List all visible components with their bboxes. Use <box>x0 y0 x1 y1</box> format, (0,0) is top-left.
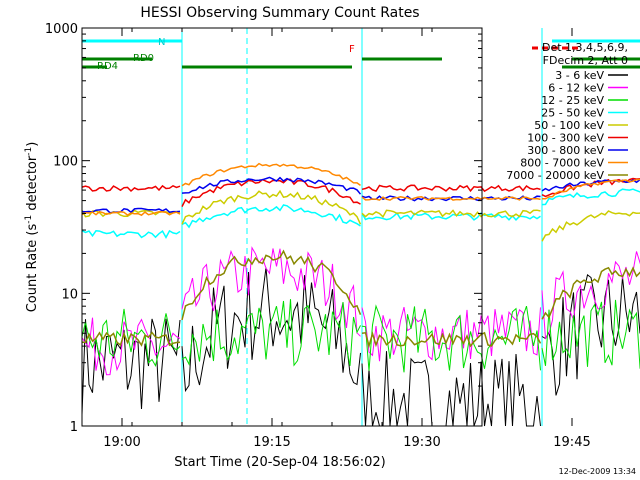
y-axis-label-sup: -1 <box>24 147 34 156</box>
series-line <box>81 246 640 376</box>
series-line <box>81 176 640 214</box>
flag-label-rd0: RD0 <box>133 53 154 64</box>
series-line <box>81 162 640 217</box>
series-line <box>81 188 640 239</box>
legend-entry-label: 3 - 6 keV <box>555 69 604 82</box>
y-tick-label: 100 <box>53 155 78 170</box>
x-tick-label: 19:30 <box>403 435 440 450</box>
flag-label-n: N <box>158 37 165 48</box>
chart-title: HESSI Observing Summary Count Rates <box>140 5 419 21</box>
legend-entry-label: 25 - 50 keV <box>541 107 604 120</box>
series-line <box>82 249 640 349</box>
series-line <box>81 189 640 242</box>
y-axis-label-part: ) <box>25 142 40 147</box>
y-axis-label-part: detector <box>25 155 40 215</box>
y-axis-label-sup: -1 <box>24 215 34 224</box>
y-tick-label: 1000 <box>45 22 78 37</box>
x-tick-label: 19:15 <box>253 435 290 450</box>
legend-entry-label: 100 - 300 keV <box>527 132 604 145</box>
series-line <box>81 267 640 427</box>
x-tick-label: 19:00 <box>103 435 140 450</box>
x-axis-label: Start Time (20-Sep-04 18:56:02) <box>174 455 385 470</box>
legend-entry-label: 300 - 800 keV <box>527 144 604 157</box>
x-tick-label: 19:45 <box>553 435 590 450</box>
series-layer <box>81 162 640 427</box>
legend-header-line: Det 1,3,4,5,6,9, <box>542 41 628 54</box>
y-axis-label-part: Count Rate (s <box>25 224 40 313</box>
status-flags: N RD0 RD4 F <box>82 37 640 72</box>
legend-entry-label: 7000 - 20000 keV <box>506 169 604 182</box>
y-tick-label: 1 <box>70 420 78 435</box>
y-tick-label: 10 <box>61 287 78 302</box>
footer-date: 12-Dec-2009 13:34 <box>559 467 636 476</box>
legend: Det 1,3,4,5,6,9, FDecim 2, Att 0 3 - 6 k… <box>506 41 628 182</box>
series-line <box>81 177 640 207</box>
y-axis-label: Count Rate (s-1 detector-1) <box>24 142 40 313</box>
axes: 19:0019:1519:3019:4520:0020:1520:3011010… <box>45 22 591 450</box>
series-line <box>81 299 640 373</box>
flag-label-rd4: RD4 <box>97 61 118 72</box>
legend-entry-label: 50 - 100 keV <box>534 119 604 132</box>
legend-entry-label: 800 - 7000 keV <box>520 157 604 170</box>
legend-header-line: FDecim 2, Att 0 <box>543 54 628 67</box>
flag-label-f: F <box>349 44 355 55</box>
legend-entry-label: 12 - 25 keV <box>541 94 604 107</box>
plot-frame <box>81 27 483 427</box>
legend-entry-label: 6 - 12 keV <box>548 82 604 95</box>
